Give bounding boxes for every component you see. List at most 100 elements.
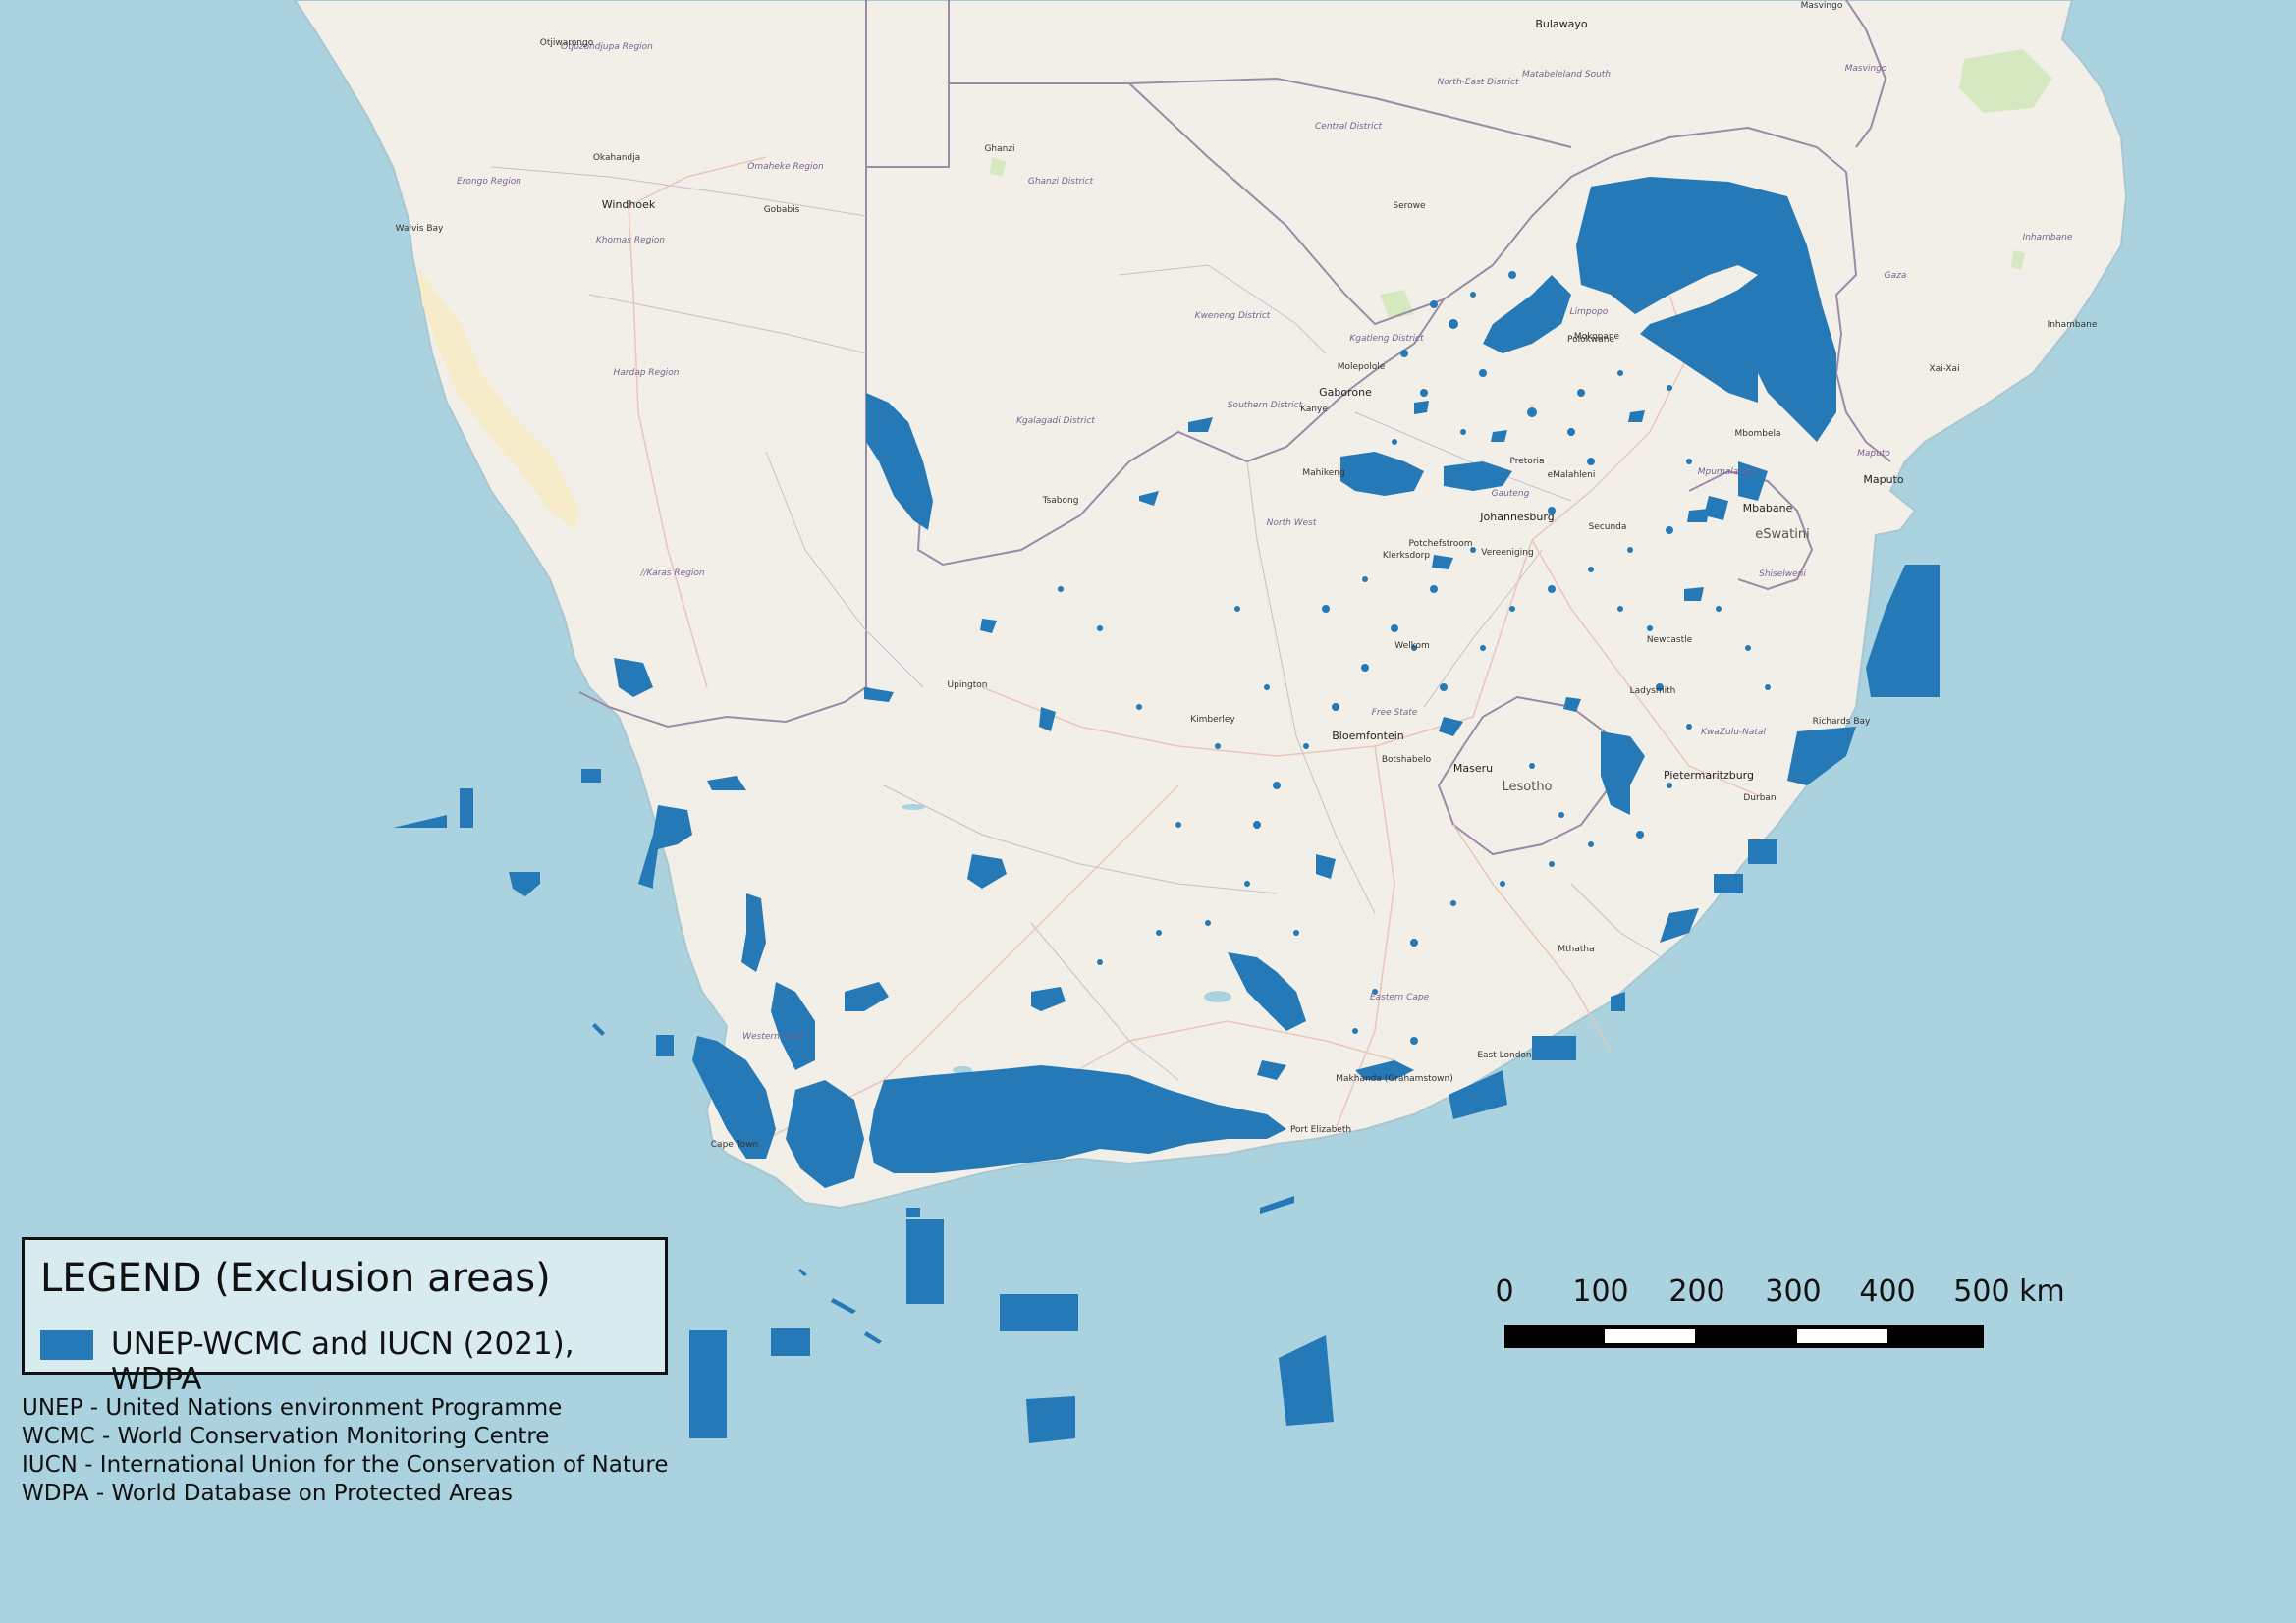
svg-text:Khomas Region: Khomas Region	[596, 236, 665, 245]
svg-text:Maputo: Maputo	[1857, 449, 1890, 459]
abbreviation-wcmc: WCMC - World Conservation Monitoring Cen…	[22, 1424, 550, 1449]
city-label-okahandja: Okahandja	[593, 153, 640, 163]
city-label-potchefstroom: Potchefstroom	[1409, 539, 1473, 549]
city-label-east-london: East London	[1477, 1051, 1531, 1060]
legend-title: LEGEND (Exclusion areas)	[40, 1256, 551, 1301]
city-label-pretoria: Pretoria	[1509, 457, 1544, 466]
vegetation-patches	[990, 49, 2052, 319]
city-label-welkom: Welkom	[1394, 641, 1430, 651]
city-label-pietermaritzburg: Pietermaritzburg	[1664, 769, 1754, 782]
kruger-limpopo-protected-area	[1576, 177, 1836, 442]
city-label-masvingo: Masvingo	[1801, 1, 1843, 11]
city-label-ladysmith: Ladysmith	[1630, 686, 1676, 696]
city-label-richards-bay: Richards Bay	[1813, 717, 1871, 727]
city-label-mokopane: Mokopane	[1574, 332, 1620, 342]
region-borders	[490, 166, 1670, 1081]
cape-fold-protected-area	[869, 1065, 1286, 1173]
country-label-lesotho: Lesotho	[1502, 780, 1552, 794]
city-label-inhambane: Inhambane	[2048, 320, 2098, 330]
protected-areas	[614, 177, 1940, 1188]
city-label-makhanda: Makhanda (Grahamstown)	[1336, 1074, 1453, 1084]
svg-text:North West: North West	[1267, 518, 1317, 528]
city-label-vereeniging: Vereeniging	[1481, 548, 1533, 558]
city-label-botshabelo: Botshabelo	[1382, 755, 1432, 765]
svg-text:Kweneng District: Kweneng District	[1195, 311, 1271, 321]
city-label-walvis-bay: Walvis Bay	[396, 224, 444, 234]
svg-text:Limpopo: Limpopo	[1570, 307, 1609, 317]
svg-text:Kgatleng District: Kgatleng District	[1349, 334, 1424, 344]
city-label-bulawayo: Bulawayo	[1535, 18, 1588, 30]
city-label-polokwane: Polokwane	[1567, 335, 1614, 345]
city-label-maputo: Maputo	[1863, 473, 1903, 486]
city-label-mbabane: Mbabane	[1743, 502, 1793, 514]
scale-label-300: 300	[1765, 1274, 1821, 1309]
city-label-emalahleni: eMalahleni	[1548, 470, 1596, 480]
city-label-klerksdorp: Klerksdorp	[1383, 551, 1430, 561]
namib-desert-area	[417, 265, 579, 530]
legend-item-label: UNEP-WCMC and IUCN (2021), WDPA	[111, 1326, 574, 1397]
lakes	[902, 804, 1231, 1074]
abbreviation-list: UNEP - United Nations environment Progra…	[22, 1394, 669, 1508]
svg-text:Mpumalanga: Mpumalanga	[1698, 467, 1755, 477]
region-labels: Otjozondjupa Region Erongo Region Omahek…	[457, 42, 2073, 1042]
svg-text:North-East District: North-East District	[1437, 78, 1518, 87]
scale-label-0: 0	[1495, 1274, 1513, 1309]
city-label-cape-town: Cape Town	[711, 1140, 758, 1150]
svg-text:Hardap Region: Hardap Region	[614, 368, 680, 378]
svg-text:Shiselweni: Shiselweni	[1759, 569, 1806, 579]
svg-text:Gaza: Gaza	[1885, 271, 1907, 281]
abbreviation-wdpa: WDPA - World Database on Protected Areas	[22, 1481, 514, 1506]
svg-text:Eastern Cape: Eastern Cape	[1370, 993, 1430, 1002]
svg-text:Erongo Region: Erongo Region	[457, 177, 521, 187]
city-label-bloemfontein: Bloemfontein	[1332, 730, 1404, 742]
svg-text:KwaZulu-Natal: KwaZulu-Natal	[1701, 728, 1766, 737]
legend-swatch	[40, 1330, 93, 1360]
city-label-johannesburg: Johannesburg	[1479, 511, 1554, 523]
svg-text://Karas Region: //Karas Region	[639, 568, 704, 578]
svg-text:Western Cape: Western Cape	[742, 1032, 805, 1042]
city-label-kimberley: Kimberley	[1190, 715, 1235, 725]
svg-text:Free State: Free State	[1372, 708, 1418, 718]
city-label-molepolole: Molepolole	[1338, 362, 1386, 372]
small-protected-areas	[1058, 271, 1771, 1045]
scale-label-200: 200	[1668, 1274, 1724, 1309]
svg-text:Masvingo: Masvingo	[1845, 64, 1887, 74]
svg-text:Gauteng: Gauteng	[1492, 489, 1530, 499]
scale-label-100: 100	[1572, 1274, 1628, 1309]
city-label-newcastle: Newcastle	[1647, 635, 1693, 645]
city-label-upington: Upington	[948, 680, 988, 690]
city-label-ghanzi: Ghanzi	[984, 144, 1014, 154]
svg-text:Ghanzi District: Ghanzi District	[1028, 177, 1094, 187]
marine-protected-areas	[393, 769, 1334, 1443]
svg-text:Kgalagadi District: Kgalagadi District	[1016, 416, 1095, 426]
scale-bar: 0 100 200 300 400 500 km	[1495, 1274, 2065, 1348]
svg-text:Inhambane: Inhambane	[2023, 233, 2073, 243]
city-label-gaborone: Gaborone	[1319, 386, 1372, 399]
city-label-mthatha: Mthatha	[1558, 945, 1594, 954]
svg-text:Southern District: Southern District	[1228, 401, 1303, 410]
city-label-otjiwarongo: Otjiwarongo	[540, 38, 594, 48]
place-labels: Windhoek Gaborone Johannesburg Pretoria …	[396, 1, 2098, 1150]
city-label-port-elizabeth: Port Elizabeth	[1290, 1125, 1351, 1135]
city-label-secunda: Secunda	[1589, 522, 1627, 532]
city-label-mahikeng: Mahikeng	[1302, 468, 1344, 478]
kgalagadi-protected-area	[866, 393, 933, 530]
city-label-windhoek: Windhoek	[602, 198, 656, 211]
svg-text:Matabeleland South: Matabeleland South	[1522, 70, 1611, 80]
city-label-tsabong: Tsabong	[1042, 496, 1079, 506]
svg-text:Otjozondjupa Region: Otjozondjupa Region	[561, 42, 653, 52]
city-label-gobabis: Gobabis	[764, 205, 800, 215]
abbreviation-iucn: IUCN - International Union for the Conse…	[22, 1452, 669, 1478]
city-label-maseru: Maseru	[1453, 762, 1493, 775]
city-label-mbombela: Mbombela	[1734, 429, 1780, 439]
city-label-kanye: Kanye	[1300, 405, 1328, 414]
city-label-xai-xai: Xai-Xai	[1929, 364, 1959, 374]
scale-label-400: 400	[1859, 1274, 1915, 1309]
svg-text:Central District: Central District	[1315, 122, 1382, 132]
abbreviation-unep: UNEP - United Nations environment Progra…	[22, 1395, 563, 1421]
city-label-durban: Durban	[1743, 793, 1776, 803]
legend-box: LEGEND (Exclusion areas) UNEP-WCMC and I…	[22, 1237, 668, 1397]
city-label-serowe: Serowe	[1393, 201, 1426, 211]
country-label-eswatini: eSwatini	[1755, 527, 1809, 542]
